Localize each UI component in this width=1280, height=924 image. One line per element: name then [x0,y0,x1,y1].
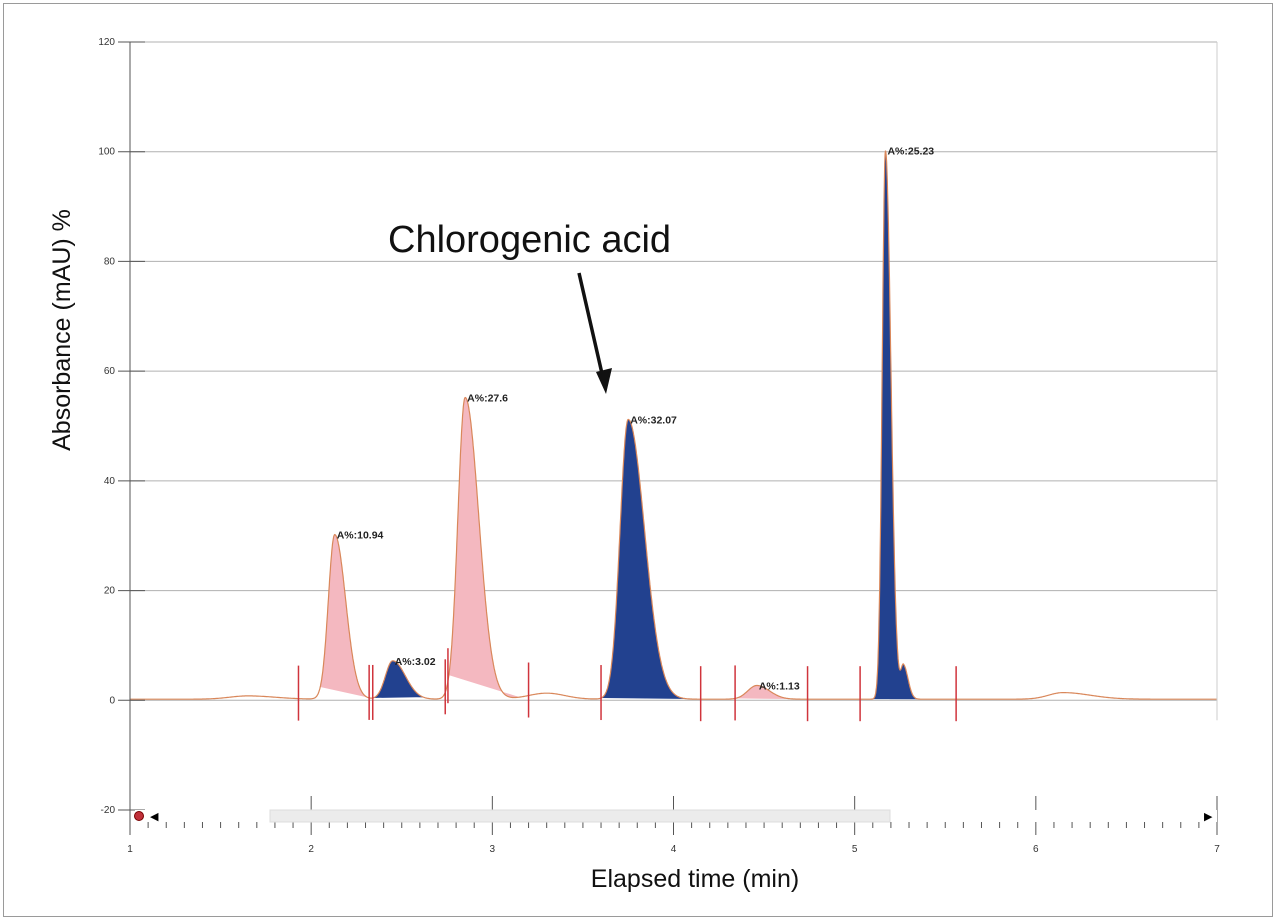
grid-lines [130,41,1217,701]
scroll-left-button[interactable]: ◀ [150,811,159,823]
x-tick-label: 3 [490,844,496,855]
x-axis-label: Elapsed time (min) [591,865,799,893]
chart-frame [3,3,1273,917]
peak-area [320,534,371,699]
peak-label: A%:3.02 [395,656,436,668]
trace [130,150,1217,700]
peak-label: A%:32.07 [630,414,677,426]
peak-labels: A%:10.94 A%:3.02 A%:27.6 A%:32.07 A%:1.13 A%:… [337,146,935,693]
y-tick-label: 40 [104,476,116,487]
peak-area [372,660,424,698]
scroll-thumb[interactable] [269,809,891,823]
y-tick-label: 20 [104,586,116,597]
y-tick-label: 80 [104,256,116,267]
y-tick-label: 0 [109,695,115,706]
peak-label: A%:27.6 [467,392,508,404]
y-tick-label: 100 [98,147,115,158]
y-axis-label: Absorbance (mAU) % [48,209,76,451]
signal-line [130,150,1217,700]
x-tick-label: 4 [671,844,677,855]
peak-area [601,419,692,700]
integration-markers [297,648,957,722]
x-tick-label: 2 [308,844,314,855]
x-tick-label: 1 [127,844,133,855]
peak-fills [320,150,946,700]
x-tick-label: 6 [1033,844,1039,855]
peak-area [869,150,946,700]
y-tick-label: 120 [98,37,115,48]
x-tick-label: 7 [1214,844,1220,855]
x-tick-label: 5 [852,844,858,855]
peak-area [448,397,520,698]
peak-label: A%:25.23 [887,146,934,158]
y-tick-label: -20 [101,805,116,816]
y-tick-label: 60 [104,366,116,377]
time-scrollbar[interactable]: ◀ ▶ [134,809,1218,823]
axes: -20 0 20 40 60 80 100 120 1 2 3 4 5 6 7 [98,37,1220,855]
peak-label: A%:1.13 [759,680,800,692]
record-dot-icon [134,811,144,821]
scroll-right-button[interactable]: ▶ [1204,811,1213,823]
annotation-arrow [577,272,612,394]
annotation-text: Chlorogenic acid [388,219,671,261]
peak-label: A%:10.94 [337,530,384,542]
